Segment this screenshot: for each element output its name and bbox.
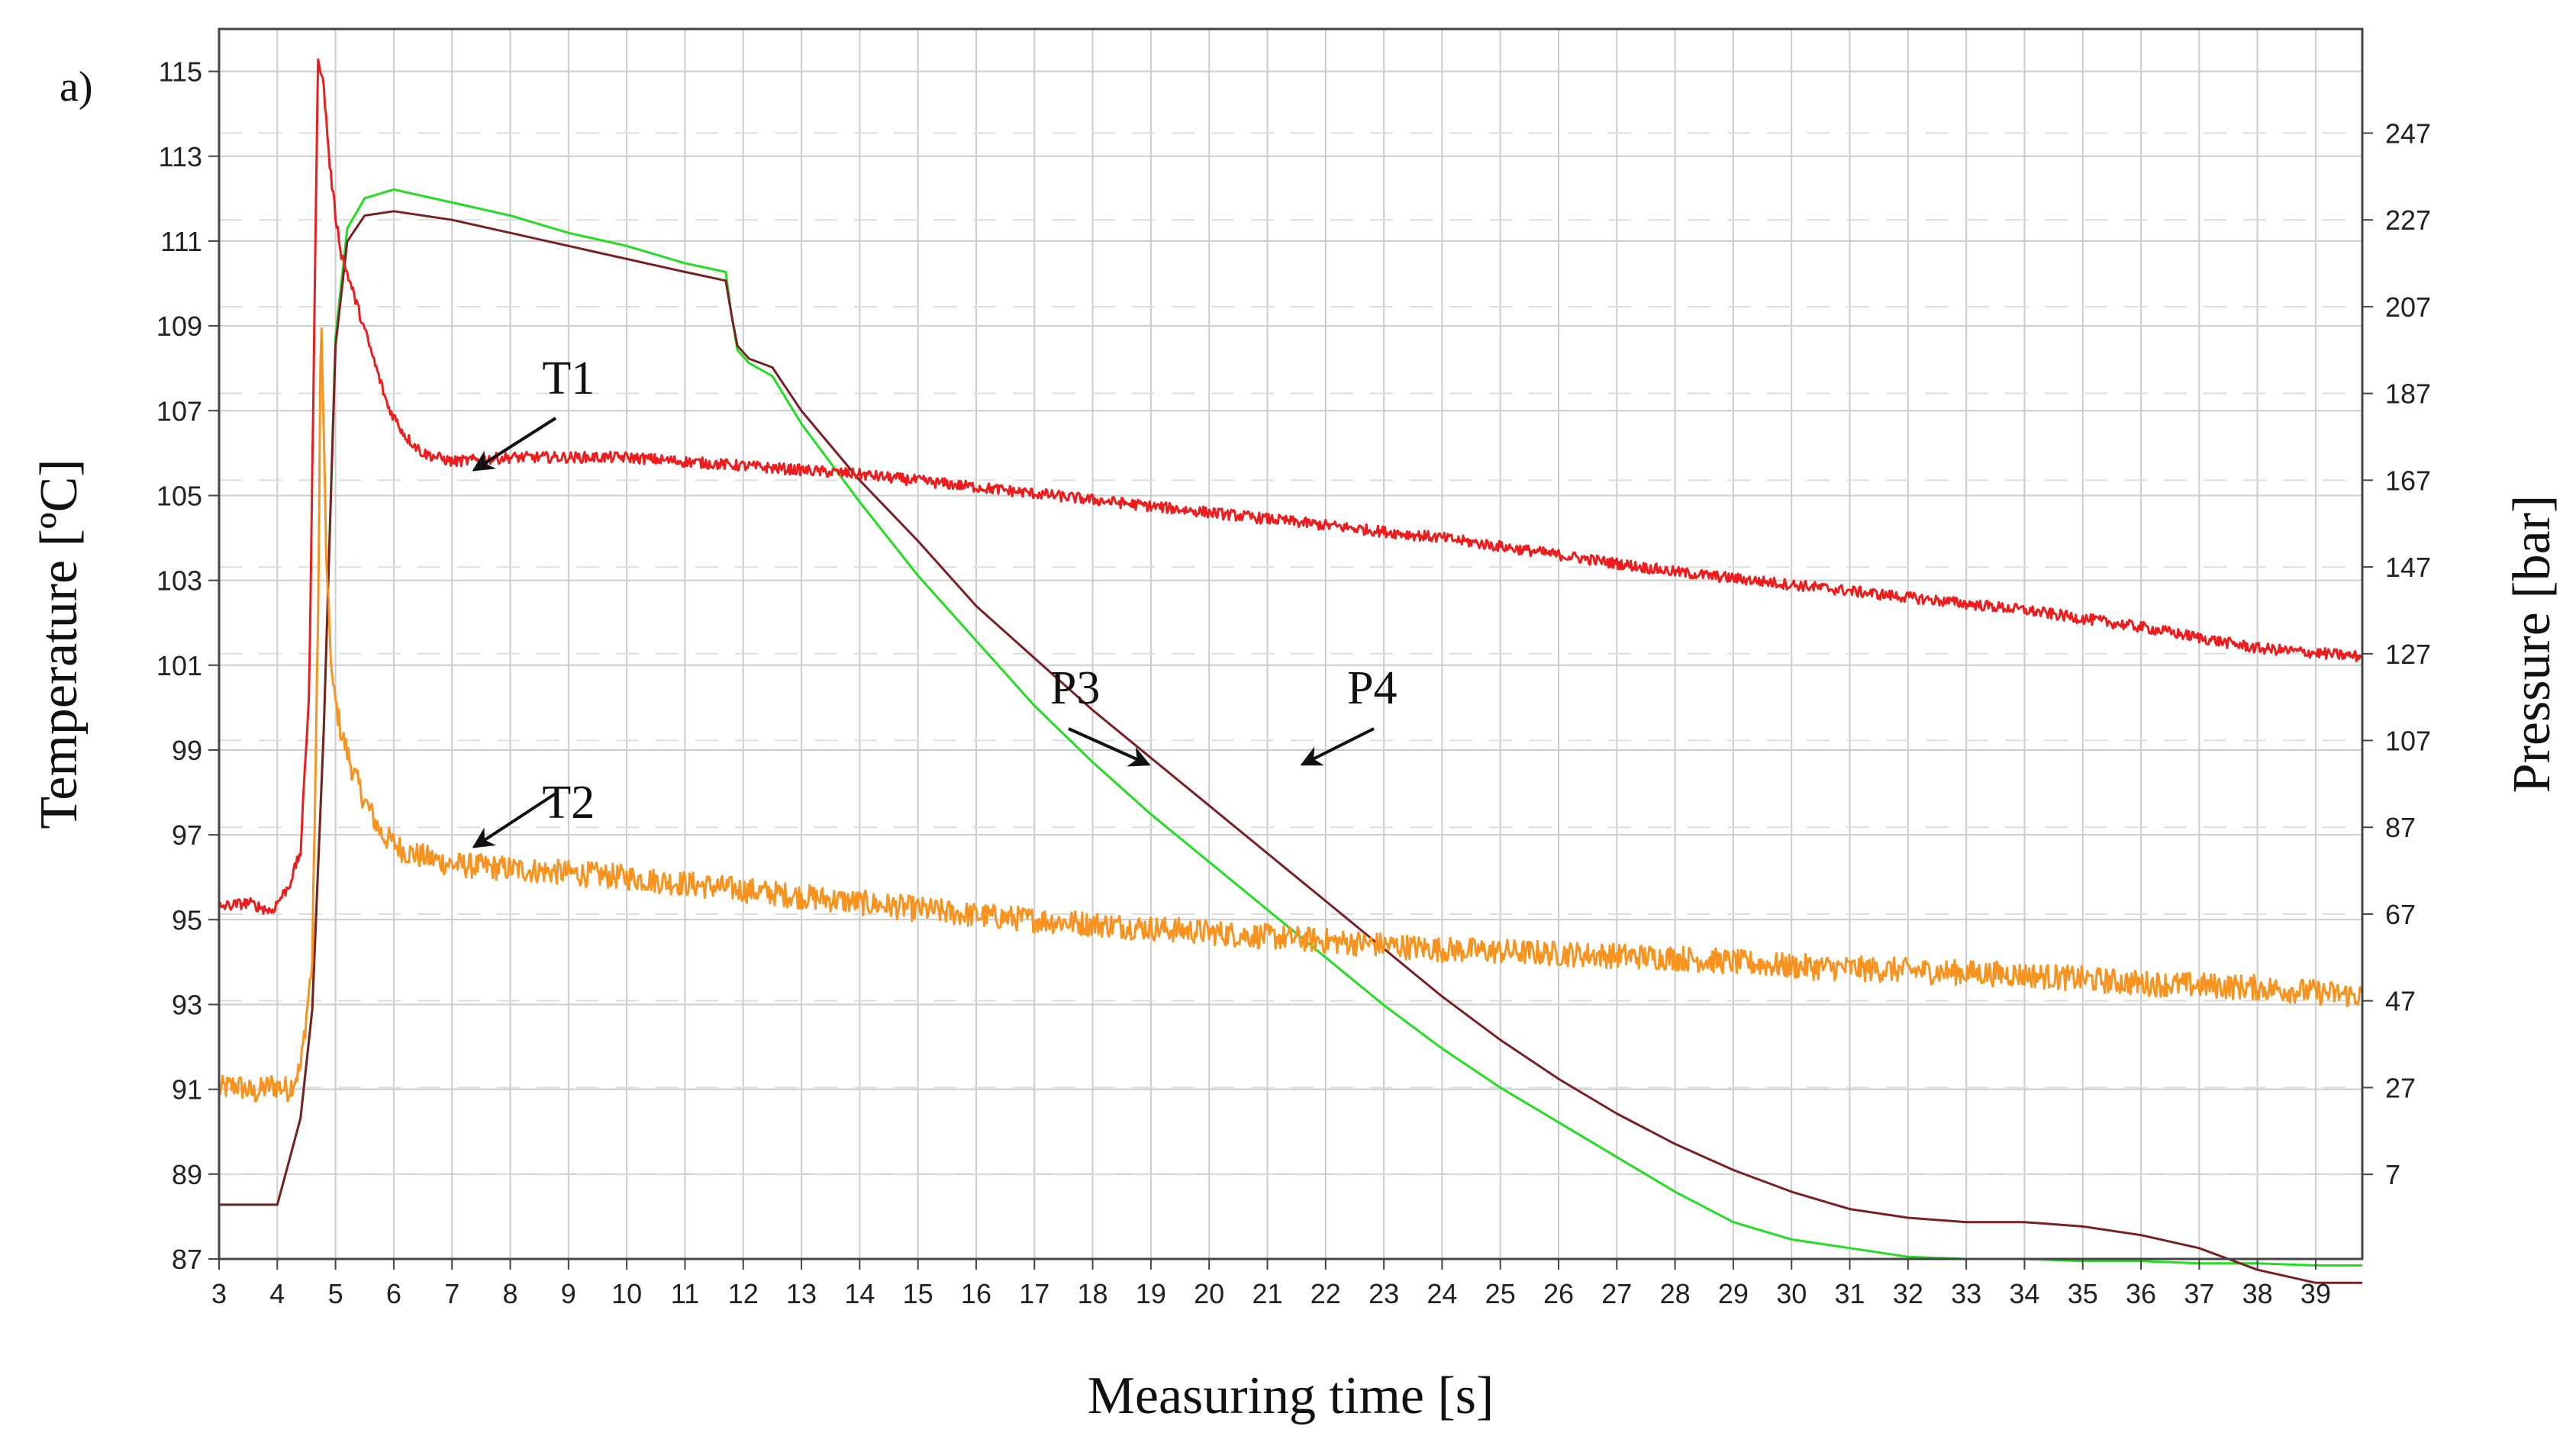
x-tick-label: 39 [2300, 1278, 2331, 1309]
axes [208, 27, 2373, 1270]
x-tick-label: 12 [728, 1278, 759, 1309]
y-right-tick-label: 67 [2385, 899, 2416, 930]
grid [218, 29, 2362, 1260]
x-tick-label: 30 [1776, 1278, 1807, 1309]
y-left-tick-label: 89 [172, 1159, 202, 1190]
x-tick-label: 37 [2184, 1278, 2214, 1309]
x-tick-label: 14 [844, 1278, 875, 1309]
tick-labels: 3 4 5 6 7 8 9 10 11 12 13 14 15 16 17 18 19 20 21 22 23 24 25 2… [156, 56, 2431, 1309]
x-tick-label: 22 [1311, 1278, 1341, 1309]
annotation-arrow-t1 [472, 417, 557, 472]
x-tick-label: 21 [1252, 1278, 1282, 1309]
x-tick-label: 27 [1601, 1278, 1632, 1309]
y-right-tick-label: 127 [2385, 639, 2431, 670]
x-tick-label: 5 [328, 1278, 343, 1309]
annotation-label-t2: T2 [542, 777, 595, 829]
annotation-arrow-t2 [472, 792, 557, 848]
annotation-label-p3: P3 [1050, 662, 1100, 714]
series-line-t1 [218, 58, 2363, 915]
y-axis-label-right: Pressure [bar] [2503, 495, 2561, 794]
y-right-tick-label: 207 [2385, 291, 2431, 323]
y-left-tick-label: 97 [172, 819, 202, 851]
x-tick-label: 32 [1893, 1278, 1923, 1309]
y-right-tick-label: 107 [2385, 726, 2431, 757]
x-tick-label: 23 [1369, 1278, 1399, 1309]
series-line-p4 [219, 210, 2362, 1284]
x-tick-label: 6 [386, 1278, 401, 1309]
x-tick-label: 28 [1660, 1278, 1691, 1309]
y-left-tick-label: 115 [159, 56, 202, 88]
x-tick-label: 11 [671, 1278, 699, 1309]
y-left-tick-label: 101 [156, 650, 202, 681]
x-tick-label: 18 [1078, 1278, 1108, 1309]
x-tick-label: 3 [211, 1278, 227, 1309]
x-tick-label: 15 [903, 1278, 933, 1309]
annotation-arrow-p4 [1300, 727, 1375, 766]
y-left-tick-label: 107 [156, 395, 202, 427]
y-left-tick-label: 99 [172, 735, 202, 766]
x-tick-label: 25 [1485, 1278, 1516, 1309]
x-axis-label: Measuring time [s] [1088, 1367, 1494, 1425]
x-tick-label: 35 [2068, 1278, 2098, 1309]
y-left-tick-label: 113 [159, 141, 202, 172]
y-left-tick-label: 109 [156, 311, 202, 342]
y-right-tick-label: 47 [2385, 986, 2416, 1017]
plot-frame [218, 27, 2364, 1260]
y-axis-label-left: Temperature [ºC] [30, 459, 89, 829]
x-tick-label: 7 [444, 1278, 459, 1309]
series-line-p3 [219, 188, 2362, 1267]
y-right-tick-label: 227 [2385, 204, 2431, 236]
y-right-tick-label: 167 [2385, 465, 2431, 496]
x-tick-label: 34 [2009, 1278, 2039, 1309]
y-right-tick-label: 247 [2385, 118, 2431, 149]
y-right-tick-label: 147 [2385, 552, 2431, 583]
x-tick-label: 19 [1136, 1278, 1166, 1309]
x-tick-label: 29 [1718, 1278, 1749, 1309]
y-right-tick-label: 187 [2385, 378, 2431, 410]
y-left-tick-label: 95 [172, 904, 202, 935]
x-tick-label: 8 [503, 1278, 518, 1309]
annotation-arrow-p3 [1068, 727, 1151, 767]
x-tick-label: 38 [2242, 1278, 2273, 1309]
y-right-tick-label: 87 [2385, 812, 2416, 843]
x-tick-label: 10 [611, 1278, 642, 1309]
y-left-tick-label: 105 [156, 480, 202, 511]
panel-label: a) [60, 63, 93, 111]
x-tick-label: 24 [1427, 1278, 1457, 1309]
x-tick-label: 36 [2126, 1278, 2156, 1309]
annotation-label-t1: T1 [542, 353, 595, 404]
x-tick-label: 4 [269, 1278, 285, 1309]
y-right-tick-label: 27 [2385, 1072, 2416, 1103]
y-left-tick-label: 111 [160, 226, 202, 257]
x-tick-label: 16 [961, 1278, 991, 1309]
x-tick-label: 17 [1019, 1278, 1049, 1309]
x-tick-label: 26 [1543, 1278, 1574, 1309]
y-left-tick-label: 103 [156, 565, 202, 597]
annotation-label-p4: P4 [1347, 662, 1397, 714]
y-left-tick-label: 91 [172, 1074, 202, 1106]
x-tick-label: 13 [786, 1278, 817, 1309]
y-left-tick-label: 87 [172, 1244, 202, 1275]
series-layer [218, 58, 2364, 1284]
x-tick-label: 20 [1194, 1278, 1224, 1309]
x-tick-label: 33 [1951, 1278, 1981, 1309]
annotation-layer: T1 T2 P3 P4 [472, 353, 1398, 848]
series-line-t2 [218, 327, 2364, 1103]
y-right-tick-label: 7 [2385, 1159, 2400, 1190]
x-tick-label: 9 [561, 1278, 576, 1309]
y-left-tick-label: 93 [172, 989, 202, 1020]
x-tick-label: 31 [1834, 1278, 1865, 1309]
